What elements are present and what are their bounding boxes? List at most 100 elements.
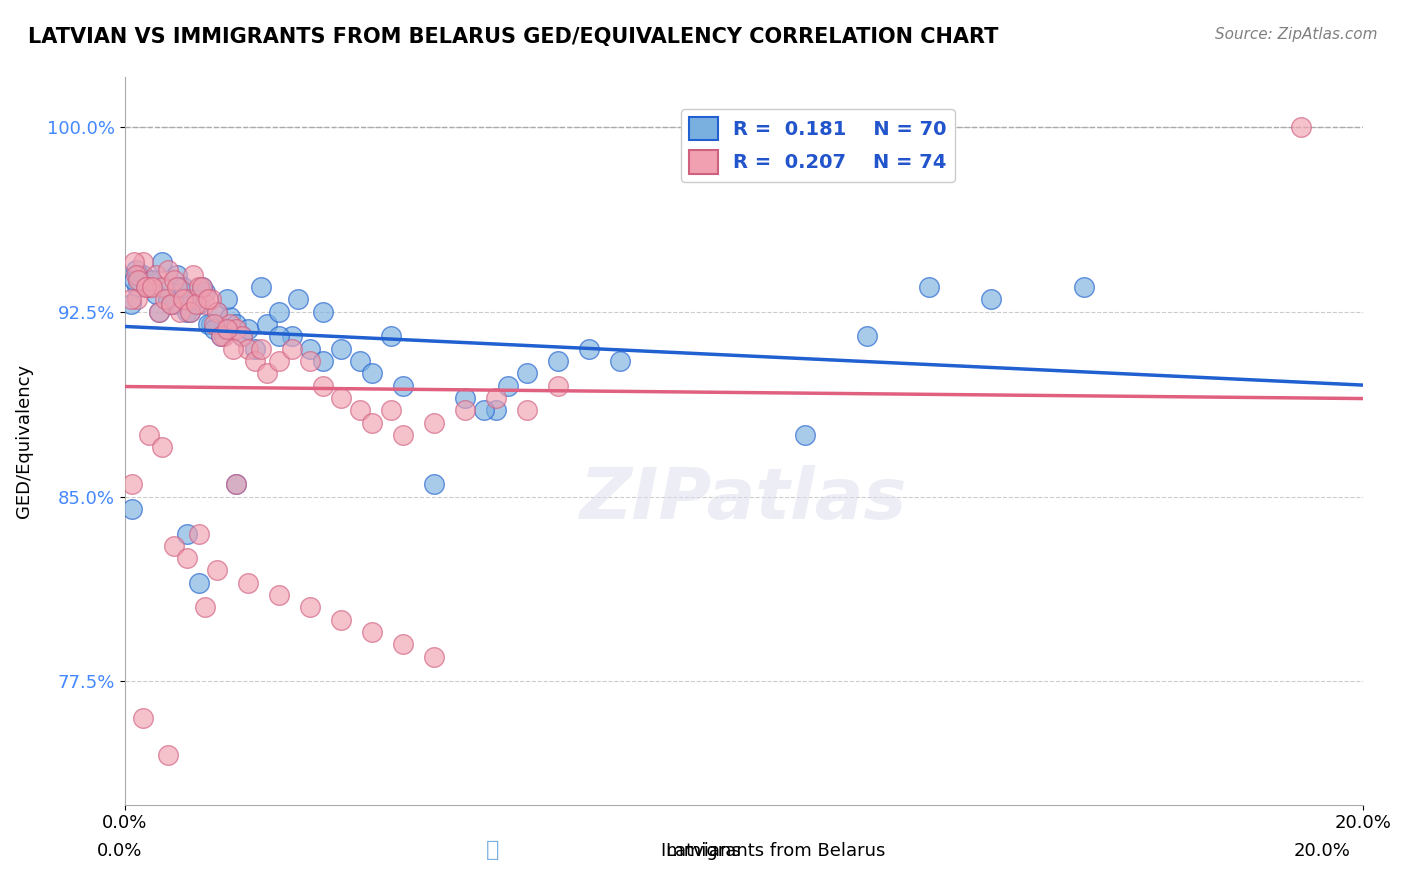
Point <box>176 293 198 307</box>
Point <box>312 354 335 368</box>
Point <box>172 293 194 307</box>
Point <box>179 304 201 318</box>
Point <box>330 342 353 356</box>
Point <box>361 416 384 430</box>
Point <box>150 255 173 269</box>
Point <box>156 748 179 763</box>
Point <box>121 477 143 491</box>
Point <box>231 329 253 343</box>
Point <box>125 268 148 282</box>
Point <box>138 428 160 442</box>
Point <box>516 366 538 380</box>
Point <box>122 272 145 286</box>
Point <box>176 304 198 318</box>
Point <box>498 378 520 392</box>
Point <box>380 403 402 417</box>
Point <box>212 329 235 343</box>
Point <box>132 711 155 725</box>
Point <box>184 297 207 311</box>
Point <box>361 366 384 380</box>
Point <box>169 304 191 318</box>
Point <box>243 342 266 356</box>
Point <box>194 285 217 299</box>
Point <box>172 280 194 294</box>
Point <box>225 477 247 491</box>
Point <box>145 287 167 301</box>
Point <box>132 268 155 282</box>
Point <box>121 501 143 516</box>
Point <box>135 280 157 294</box>
Point <box>209 329 232 343</box>
Point <box>207 304 229 318</box>
Point <box>269 588 291 602</box>
Point <box>215 293 238 307</box>
Point <box>202 322 225 336</box>
Point <box>280 329 302 343</box>
Point <box>120 293 142 307</box>
Point <box>980 293 1002 307</box>
Point <box>299 342 322 356</box>
Point <box>200 317 222 331</box>
Point <box>191 280 214 294</box>
Point <box>160 297 183 311</box>
Point <box>299 354 322 368</box>
Point <box>197 293 219 307</box>
Point <box>269 304 291 318</box>
Point <box>222 342 245 356</box>
Point <box>249 342 271 356</box>
Point <box>184 293 207 307</box>
Point <box>125 293 148 307</box>
Point <box>166 268 188 282</box>
Point <box>256 366 278 380</box>
Point <box>153 293 176 307</box>
Point <box>153 280 176 294</box>
Point <box>127 268 149 282</box>
Point <box>209 329 232 343</box>
Point <box>194 600 217 615</box>
Point <box>794 428 817 442</box>
Point <box>249 280 271 294</box>
Point <box>380 329 402 343</box>
Point <box>485 403 508 417</box>
Point <box>330 613 353 627</box>
Point <box>197 317 219 331</box>
Point <box>547 378 569 392</box>
Point <box>1289 120 1312 134</box>
Point <box>125 262 148 277</box>
Point <box>225 317 247 331</box>
Point <box>516 403 538 417</box>
Point <box>179 304 201 318</box>
Point <box>238 342 260 356</box>
Point <box>231 329 253 343</box>
Point <box>472 403 495 417</box>
Point <box>138 280 160 294</box>
Point <box>207 304 229 318</box>
Point <box>423 649 446 664</box>
Text: 0.0%: 0.0% <box>97 842 142 860</box>
Point <box>609 354 631 368</box>
Point <box>238 575 260 590</box>
Point <box>169 280 191 294</box>
Point <box>225 322 247 336</box>
Point <box>163 539 186 553</box>
Point <box>187 575 209 590</box>
Point <box>856 329 879 343</box>
Point <box>299 600 322 615</box>
Point <box>148 304 170 318</box>
Point <box>200 293 222 307</box>
Point <box>312 378 335 392</box>
Point <box>243 354 266 368</box>
Point <box>163 272 186 286</box>
Point <box>1073 280 1095 294</box>
Point <box>280 342 302 356</box>
Point <box>392 637 415 651</box>
Point <box>150 440 173 454</box>
Point <box>547 354 569 368</box>
Point <box>256 317 278 331</box>
Point <box>269 354 291 368</box>
Point <box>218 310 240 324</box>
Point <box>156 293 179 307</box>
Point <box>454 403 477 417</box>
Point <box>176 551 198 566</box>
Point <box>132 255 155 269</box>
